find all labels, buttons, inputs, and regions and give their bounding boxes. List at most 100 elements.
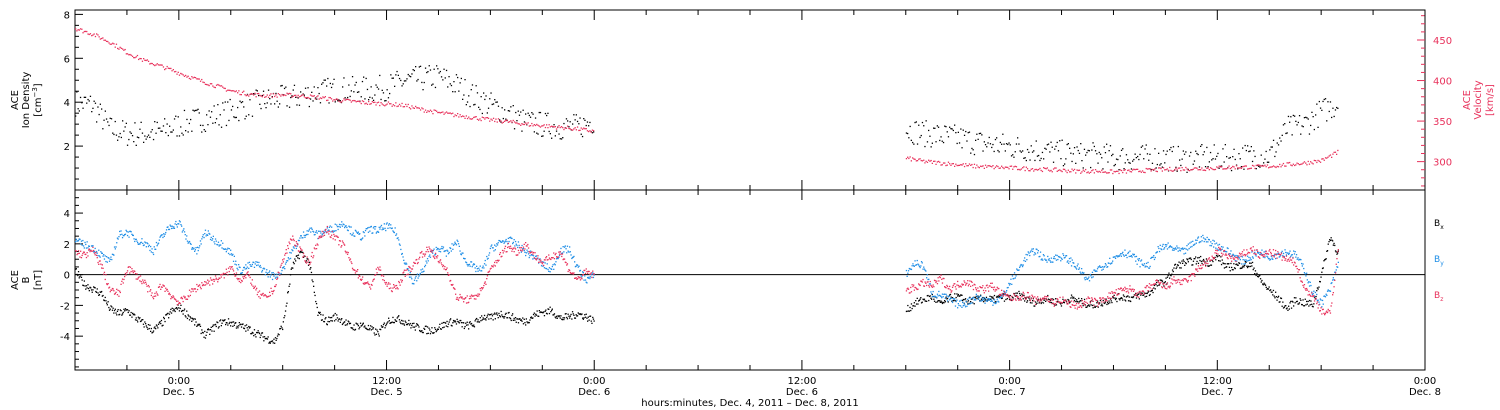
by-point (1222, 246, 1224, 248)
by-point (249, 264, 251, 266)
density-point (1125, 154, 1128, 156)
by-point (527, 253, 530, 255)
by-point (103, 258, 106, 260)
density-point (293, 84, 296, 86)
by-point (1337, 266, 1339, 268)
density-point (1263, 162, 1265, 164)
bx-point (548, 312, 551, 315)
density-point (1009, 144, 1011, 146)
bx-point (1009, 294, 1011, 297)
density-point (104, 110, 106, 112)
by-point (1195, 239, 1197, 241)
velocity-point (83, 30, 85, 33)
by-point (1311, 293, 1314, 296)
by-point (442, 246, 445, 248)
bx-point (1212, 260, 1214, 263)
density-point (113, 133, 115, 136)
by-point (1109, 263, 1112, 265)
bx-point (525, 318, 527, 320)
bz-point (283, 258, 285, 260)
right-tick-label: 300 (1433, 158, 1452, 169)
by-point (209, 233, 211, 235)
bx-point (946, 298, 948, 300)
bz-point (271, 293, 274, 295)
by-point (185, 238, 187, 240)
bx-point (451, 325, 453, 327)
by-point (272, 272, 274, 274)
density-point (269, 98, 271, 100)
density-point (1305, 116, 1307, 118)
bx-point (490, 317, 492, 320)
by-point (350, 226, 352, 228)
velocity-point (543, 124, 545, 126)
bx-point (1145, 295, 1148, 297)
velocity-point (1232, 165, 1234, 168)
bx-point (133, 313, 135, 315)
bx-point (509, 317, 511, 319)
by-point (1099, 266, 1102, 268)
velocity-point (88, 33, 90, 36)
velocity-point (426, 111, 428, 113)
density-point (1337, 107, 1339, 109)
by-point (475, 270, 477, 273)
by-point (1154, 256, 1156, 259)
bx-point (251, 331, 253, 334)
bx-point (1016, 294, 1018, 297)
bx-point (153, 327, 155, 329)
velocity-point (1023, 166, 1025, 168)
bx-point (1090, 304, 1092, 306)
bx-point (1024, 300, 1026, 302)
by-point (153, 246, 155, 248)
by-point (336, 226, 339, 228)
velocity-point (494, 120, 496, 123)
bz-point (550, 258, 552, 261)
bx-point (514, 317, 517, 319)
velocity-point (180, 72, 182, 75)
bx-point (399, 321, 401, 323)
by-point (1286, 252, 1288, 254)
by-point (1267, 256, 1269, 258)
bx-point (1151, 290, 1153, 292)
bx-point (912, 305, 914, 307)
bz-point (318, 235, 321, 238)
bz-point (336, 236, 339, 238)
velocity-point (300, 95, 302, 97)
density-point (390, 74, 392, 76)
velocity-point (1057, 169, 1060, 172)
bx-point (85, 288, 87, 290)
velocity-point (193, 76, 195, 78)
bx-point (169, 311, 171, 313)
by-point (89, 249, 91, 251)
velocity-point (1039, 167, 1041, 170)
bz-point (329, 236, 331, 238)
velocity-point (1028, 170, 1030, 172)
bz-point (490, 267, 492, 269)
bx-point (947, 301, 949, 303)
bz-point (372, 280, 374, 282)
density-point (1080, 143, 1082, 145)
bx-point (981, 299, 983, 301)
bx-point (1253, 267, 1255, 269)
bz-point (256, 293, 258, 296)
bx-point (1298, 303, 1300, 305)
by-point (593, 274, 595, 276)
density-point (139, 128, 141, 130)
by-point (1210, 245, 1213, 247)
bz-point (305, 261, 307, 263)
bx-point (279, 327, 282, 330)
bz-point (336, 235, 338, 237)
bx-point (926, 300, 928, 302)
bx-point (996, 295, 998, 297)
bx-point (428, 327, 430, 329)
bx-point (562, 317, 564, 319)
by-point (1229, 253, 1231, 255)
by-point (413, 283, 415, 285)
bz-point (172, 295, 174, 297)
density-point (1165, 153, 1167, 156)
by-point (954, 298, 956, 300)
by-point (985, 300, 988, 302)
bx-point (332, 315, 334, 317)
velocity-point (1281, 164, 1283, 166)
bz-point (354, 269, 356, 271)
velocity-point (573, 128, 575, 130)
